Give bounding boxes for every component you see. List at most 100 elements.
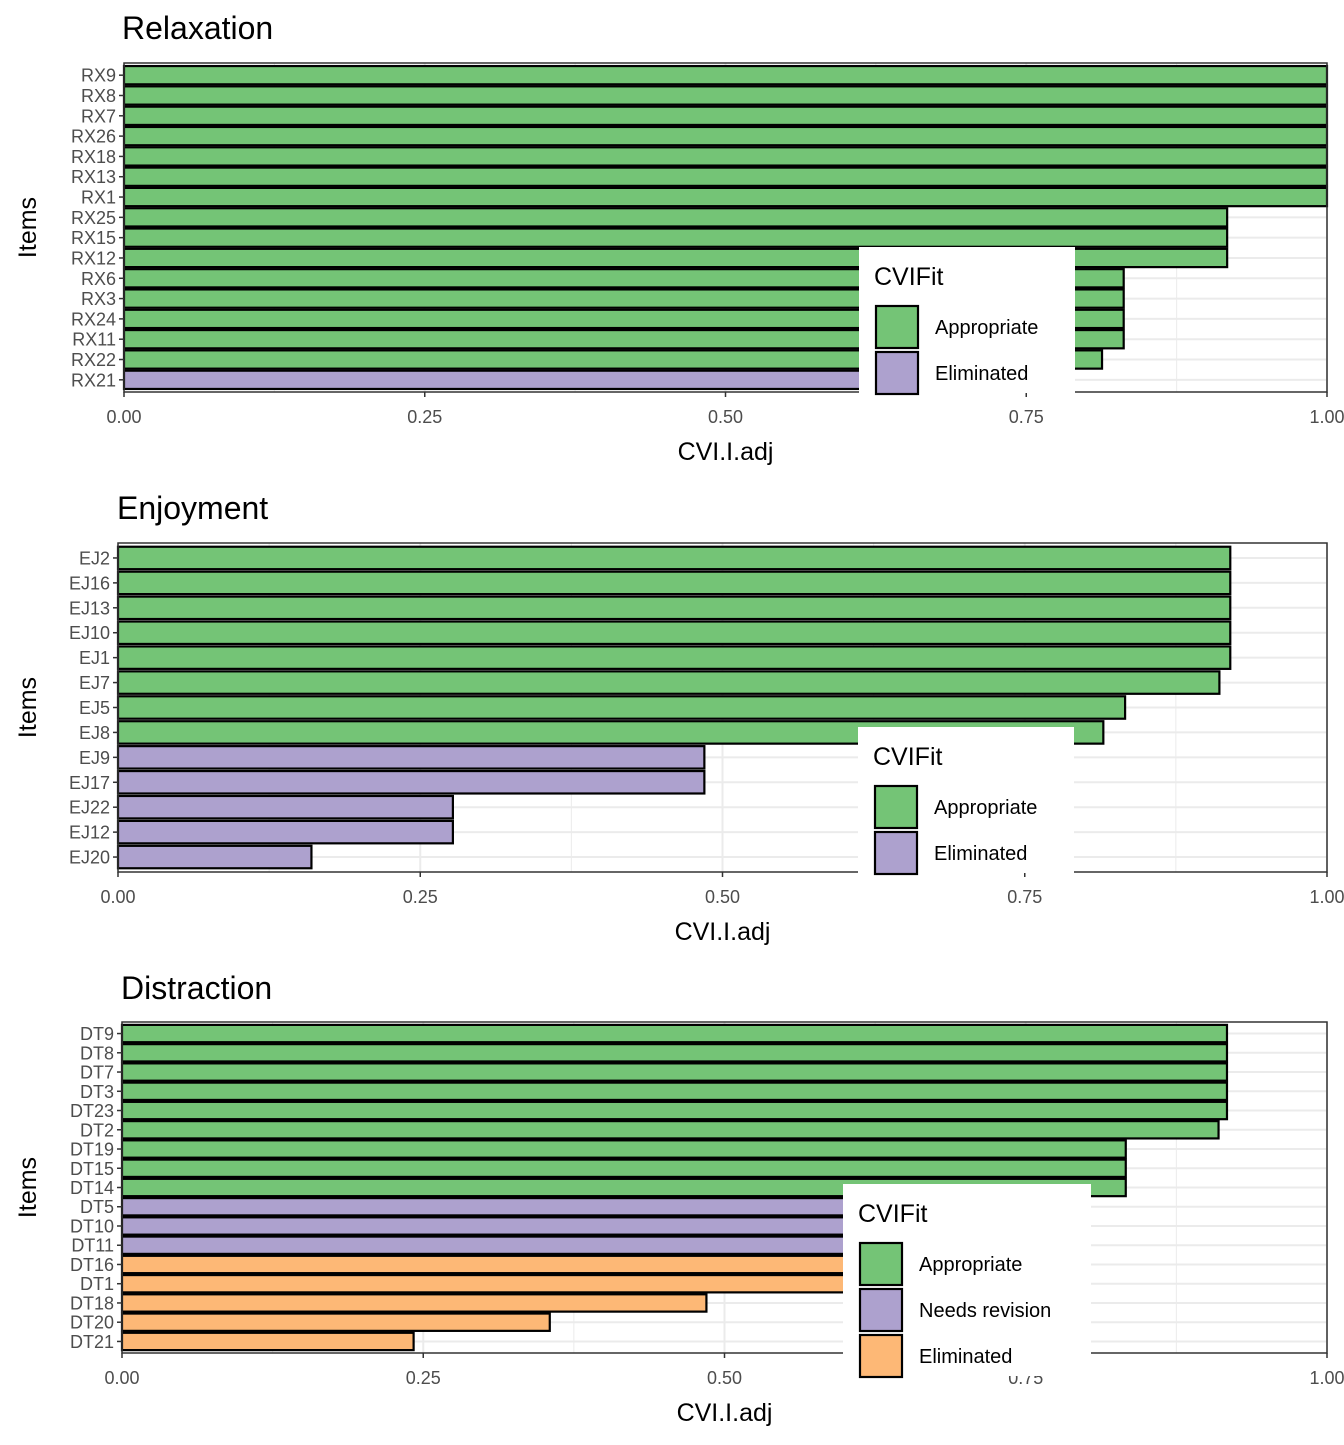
bar-rx9: [122, 64, 1329, 86]
bar-dt3: [120, 1081, 1229, 1102]
x-tick-label: 0.25: [407, 407, 442, 427]
y-tick-label: DT7: [80, 1063, 114, 1083]
y-tick-label: DT5: [80, 1197, 114, 1217]
x-tick-label: 0.75: [1009, 407, 1044, 427]
y-tick-label: EJ1: [79, 648, 110, 668]
bar-dt19: [120, 1139, 1127, 1159]
legend-key-eliminated: [873, 830, 919, 876]
y-axis-title: Items: [14, 677, 42, 738]
x-tick-label: 1.00: [1309, 1368, 1344, 1388]
legend-key-appropriate: [873, 784, 919, 830]
bar-ej16: [116, 570, 1232, 596]
y-tick-label: RX13: [71, 167, 116, 187]
x-tick-label: 0.50: [705, 887, 740, 907]
legend-label: Appropriate: [919, 1254, 1022, 1276]
plot-area: [116, 543, 1328, 872]
y-tick-label: RX1: [81, 188, 116, 208]
bar-dt7: [120, 1062, 1229, 1082]
y-tick-label: RX24: [71, 309, 116, 329]
bar-dt1: [120, 1273, 847, 1294]
y-tick-label: DT9: [80, 1024, 114, 1044]
legend-key-eliminated: [874, 350, 920, 396]
bar-dt15: [120, 1158, 1127, 1179]
y-tick-label: EJ22: [69, 798, 110, 818]
bar-ej2: [116, 545, 1232, 571]
legend-label: Eliminated: [934, 843, 1027, 865]
bar-rx7: [122, 105, 1329, 127]
chart-distraction: Distraction DT9 DT8 DT7 DT3 DT23 DT2 DT19 DT15 DT…: [0, 960, 1344, 1440]
legend-key-needs-revision: [858, 1287, 904, 1333]
x-tick-label: 0.25: [406, 1368, 441, 1388]
y-tick-label: RX7: [81, 106, 116, 126]
legend-label: Eliminated: [935, 363, 1028, 385]
y-tick-label: DT18: [70, 1293, 114, 1313]
bar-rx26: [122, 125, 1329, 147]
bar-ej20: [116, 844, 313, 870]
y-tick-label: RX15: [71, 228, 116, 248]
y-tick-label: DT23: [70, 1101, 114, 1121]
bar-rx15: [122, 227, 1229, 248]
bar-ej10: [116, 620, 1232, 646]
y-tick-label: DT2: [80, 1120, 114, 1140]
y-tick-label: EJ10: [69, 623, 110, 643]
chart-enjoyment: Enjoyment EJ2 EJ16 EJ13 EJ10 EJ1 EJ7 EJ5 EJ8 EJ9 E…: [0, 480, 1344, 960]
y-tick-label: RX3: [81, 289, 116, 309]
bar-rx8: [122, 85, 1329, 106]
legend-key-appropriate: [858, 1241, 904, 1287]
y-tick-label: RX26: [71, 127, 116, 147]
y-tick-label: RX25: [71, 208, 116, 228]
y-tick-label: RX11: [72, 330, 116, 350]
x-axis-title: CVI.I.adj: [675, 918, 771, 946]
x-tick-label: 0.50: [707, 1368, 742, 1388]
chart-enjoyment-svg: Enjoyment EJ2 EJ16 EJ13 EJ10 EJ1 EJ7 EJ5 EJ8 EJ9 E…: [14, 490, 1344, 946]
y-tick-label: EJ9: [79, 748, 110, 768]
legend-key-eliminated: [858, 1333, 904, 1379]
y-tick-label: DT15: [70, 1159, 114, 1179]
legend-label: Needs revision: [919, 1300, 1051, 1322]
y-tick-label: RX22: [71, 350, 116, 370]
y-tick-label: DT20: [70, 1313, 114, 1333]
y-tick-label: DT21: [70, 1332, 114, 1352]
y-tick-label: EJ7: [79, 673, 110, 693]
y-tick-label: EJ5: [79, 698, 110, 718]
legend: CVIFit Appropriate Eliminated: [858, 727, 1074, 876]
y-tick-label: EJ20: [69, 848, 110, 868]
y-tick-label: EJ17: [69, 773, 110, 793]
bar-dt18: [120, 1293, 708, 1313]
bar-dt21: [120, 1331, 415, 1352]
y-tick-label: DT14: [70, 1178, 114, 1198]
y-tick-label: DT10: [70, 1216, 114, 1236]
bar-dt20: [120, 1312, 551, 1332]
legend-key-appropriate: [874, 304, 920, 350]
bar-dt9: [120, 1023, 1229, 1044]
y-tick-label: EJ8: [79, 723, 110, 743]
bar-ej1: [116, 645, 1232, 670]
chart-relaxation-svg: RelaxationRX9RX8RX7RX26RX18RX13RX1RX25RX…: [14, 10, 1344, 466]
bar-rx21: [122, 369, 883, 391]
x-tick-label: 0.00: [100, 887, 135, 907]
x-tick-label: 0.25: [403, 887, 438, 907]
y-tick-label: DT3: [80, 1082, 114, 1102]
plot-area: [120, 1022, 1328, 1353]
bar-ej17: [116, 769, 706, 795]
y-axis-title: Items: [14, 197, 42, 258]
bar-rx18: [122, 146, 1329, 167]
x-tick-label: 0.50: [708, 407, 743, 427]
bar-ej9: [116, 745, 706, 770]
y-tick-label: RX8: [81, 86, 116, 106]
chart-distraction-svg: DistractionDT9DT8DT7DT3DT23DT2DT19DT15DT…: [14, 970, 1344, 1427]
legend-label: Eliminated: [919, 1346, 1012, 1368]
legend: CVIFit Appropriate Eliminated: [859, 247, 1075, 396]
y-axis-title: Items: [14, 1157, 42, 1218]
y-tick-label: DT8: [80, 1043, 114, 1063]
bar-dt16: [120, 1254, 847, 1275]
chart-relaxation: Relaxation RX9 RX8 RX7 RX26 RX18 RX13 RX1 RX25 RX…: [0, 0, 1344, 480]
y-tick-label: EJ2: [79, 548, 110, 568]
bar-dt8: [120, 1043, 1229, 1063]
x-axis-title: CVI.I.adj: [677, 1399, 773, 1427]
legend-label: Appropriate: [934, 797, 1037, 819]
x-tick-label: 0.00: [104, 1368, 139, 1388]
chart-title: Distraction: [121, 970, 272, 1006]
x-tick-label: 0.00: [106, 407, 141, 427]
legend: CVIFit Appropriate Needs revision Eliminate…: [843, 1184, 1091, 1379]
